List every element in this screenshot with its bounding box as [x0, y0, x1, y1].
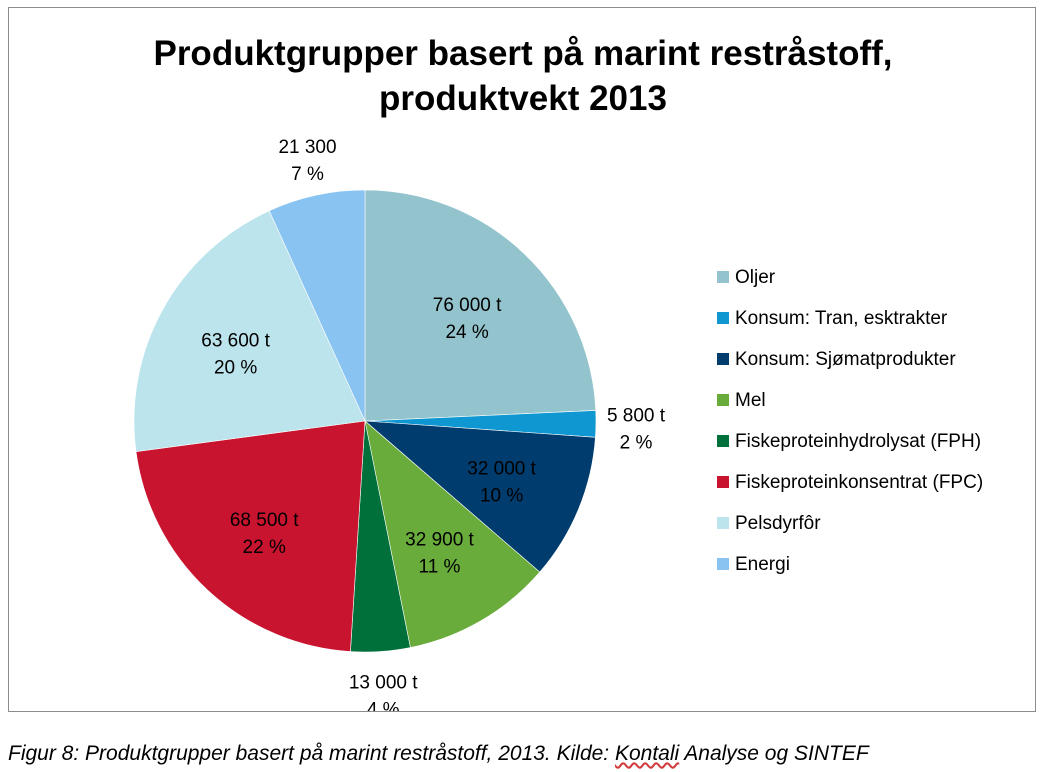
legend-label-oljer: Oljer	[735, 267, 776, 288]
legend-swatch-mel	[717, 394, 729, 406]
slice-value-label-fiskeproteinhydrolysat-fph: 13 000 t	[349, 672, 418, 693]
legend-item-fiskeproteinhydrolysat-fph: Fiskeproteinhydrolysat (FPH)	[717, 431, 981, 452]
slice-percent-label-konsum-sjomatprodukter: 10 %	[480, 486, 523, 507]
pie-slice-pelsdyrfor	[133, 210, 366, 452]
legend-swatch-energi	[717, 558, 729, 570]
pie-chart: Produktgrupper basert på marint restråst…	[133, 34, 983, 711]
slice-percent-label-pelsdyrfor: 20 %	[214, 357, 257, 378]
legend-label-mel: Mel	[735, 390, 766, 411]
slice-percent-label-konsum-tran-esktrakter: 2 %	[620, 432, 653, 453]
legend: Oljer Konsum: Tran, esktrakter Konsum: Sjø…	[717, 267, 983, 575]
chart-title-line-2: produktvekt 2013	[379, 79, 667, 118]
legend-label-konsum-sjomatprodukter: Konsum: Sjømatprodukter	[735, 349, 956, 370]
legend-item-oljer: Oljer	[717, 267, 776, 288]
slice-value-label-oljer: 76 000 t	[433, 295, 502, 316]
legend-item-pelsdyrfor: Pelsdyrfôr	[717, 513, 821, 534]
caption-text-end: Analyse og SINTEF	[679, 742, 869, 765]
pie-slices	[133, 189, 597, 653]
slice-percent-label-fiskeproteinhydrolysat-fph: 4 %	[367, 699, 400, 711]
legend-swatch-fiskeproteinhydrolysat-fph	[717, 435, 729, 447]
legend-swatch-konsum-sjomatprodukter	[717, 353, 729, 365]
legend-label-konsum-tran-esktrakter: Konsum: Tran, esktrakter	[735, 308, 948, 329]
legend-label-fiskeproteinhydrolysat-fph: Fiskeproteinhydrolysat (FPH)	[735, 431, 981, 452]
chart-title-line-1: Produktgrupper basert på marint restråst…	[153, 34, 892, 73]
chart-title: Produktgrupper basert på marint restråst…	[153, 34, 892, 118]
slice-value-label-konsum-sjomatprodukter: 32 000 t	[467, 459, 536, 480]
pie-slice-fiskeproteinkonsentrat-fpc	[135, 420, 366, 652]
slice-percent-label-energi: 7 %	[291, 164, 324, 185]
legend-item-konsum-tran-esktrakter: Konsum: Tran, esktrakter	[717, 308, 948, 329]
legend-item-energi: Energi	[717, 554, 790, 575]
legend-item-mel: Mel	[717, 390, 766, 411]
slice-value-label-fiskeproteinkonsentrat-fpc: 68 500 t	[230, 510, 299, 531]
pie-slice-mel	[364, 420, 541, 648]
legend-label-fiskeproteinkonsentrat-fpc: Fiskeproteinkonsentrat (FPC)	[735, 472, 983, 493]
legend-item-konsum-sjomatprodukter: Konsum: Sjømatprodukter	[717, 349, 956, 370]
slice-labels: 76 000 t 24 % 5 800 t 2 % 32 000 t 10 % 32 900…	[201, 137, 666, 711]
pie-slice-energi	[268, 189, 366, 422]
slice-value-label-pelsdyrfor: 63 600 t	[201, 330, 270, 351]
chart-frame: Produktgrupper basert på marint restråst…	[8, 7, 1036, 712]
legend-swatch-pelsdyrfor	[717, 517, 729, 529]
slice-value-label-mel: 32 900 t	[405, 530, 474, 551]
caption-text-start: Figur 8: Produktgrupper basert på marint…	[8, 742, 615, 765]
caption-source-name: Kontali	[614, 742, 680, 765]
pie-slice-oljer	[364, 189, 597, 422]
figure-caption: Figur 8: Produktgrupper basert på marint…	[8, 742, 1038, 766]
legend-label-energi: Energi	[735, 554, 790, 575]
legend-swatch-oljer	[717, 271, 729, 283]
slice-percent-label-mel: 11 %	[419, 557, 461, 578]
slice-percent-label-oljer: 24 %	[445, 322, 488, 343]
legend-label-pelsdyrfor: Pelsdyrfôr	[735, 513, 821, 534]
pie-slice-konsum-sjomatprodukter	[364, 420, 596, 573]
slice-value-label-konsum-tran-esktrakter: 5 800 t	[607, 405, 666, 426]
slice-value-label-energi: 21 300	[278, 137, 336, 158]
slice-percent-label-fiskeproteinkonsentrat-fpc: 22 %	[243, 537, 286, 558]
legend-swatch-konsum-tran-esktrakter	[717, 312, 729, 324]
legend-item-fiskeproteinkonsentrat-fpc: Fiskeproteinkonsentrat (FPC)	[717, 472, 983, 493]
legend-swatch-fiskeproteinkonsentrat-fpc	[717, 476, 729, 488]
